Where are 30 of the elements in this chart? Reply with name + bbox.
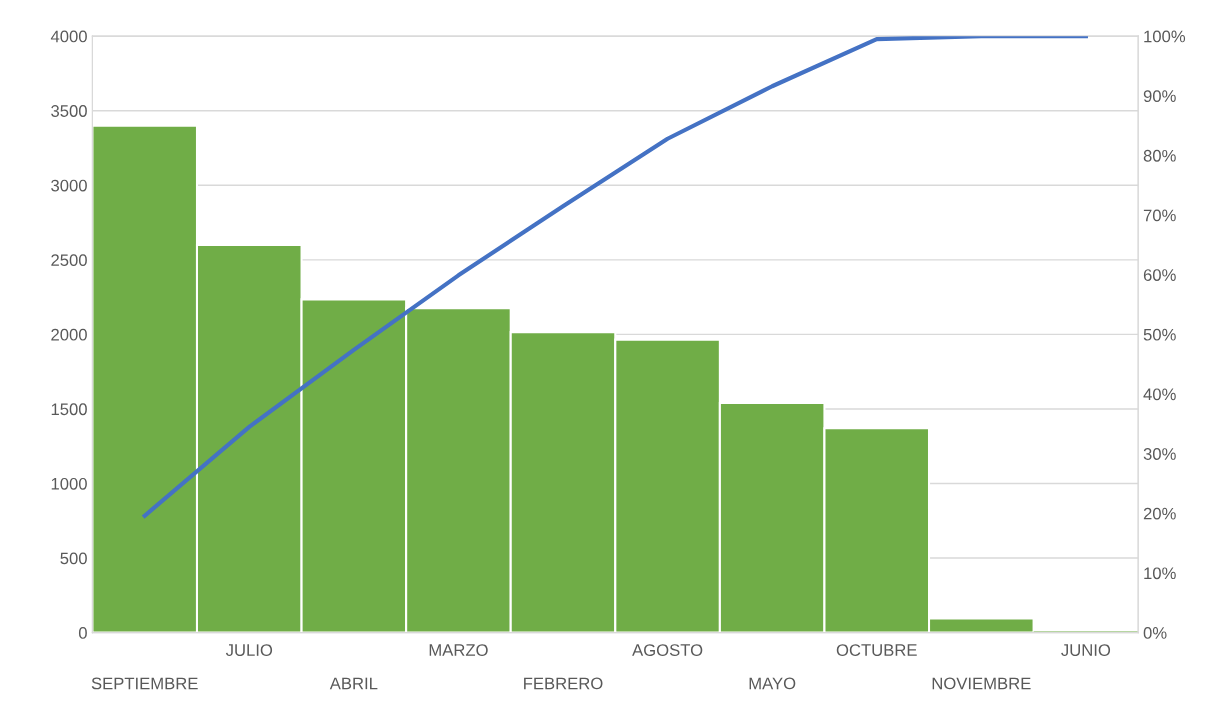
x-tick-label: MARZO	[429, 644, 488, 656]
y2-tick-label: 40%	[1143, 388, 1176, 401]
y2-tick-label: 100%	[1144, 30, 1186, 43]
x-tick-label: ABRIL	[329, 677, 378, 690]
y-tick-label: 500	[60, 552, 87, 565]
y-tick-label: 0	[78, 627, 87, 639]
y-tick-label: 2500	[51, 254, 87, 267]
y2-tick-label: 30%	[1143, 448, 1176, 460]
y2-tick-label: 10%	[1144, 567, 1176, 580]
x-tick-label: NOVIEMBRE	[932, 677, 1031, 690]
x-tick-label: AGOSTO	[632, 644, 703, 656]
y-tick-label: 1000	[51, 477, 87, 490]
x-tick-label: OCTUBRE	[836, 644, 917, 656]
y-tick-label: 4000	[50, 30, 87, 43]
x-tick-label: JULIO	[225, 644, 273, 656]
y2-tick-label: 80%	[1143, 149, 1176, 162]
x-tick-label: JUNIO	[1061, 644, 1111, 656]
y2-tick-label: 70%	[1143, 209, 1176, 222]
y2-tick-label: 50%	[1143, 328, 1176, 341]
y2-tick-label: 20%	[1143, 507, 1176, 520]
x-tick-label: SEPTIEMBRE	[91, 677, 198, 690]
y2-tick-label: 0%	[1143, 627, 1167, 639]
y-tick-label: 1500	[51, 403, 87, 416]
y-tick-label: 2000	[51, 328, 87, 341]
y2-tick-label: 60%	[1143, 269, 1176, 281]
y2-tick-label: 90%	[1143, 90, 1176, 102]
y-tick-label: 3000	[51, 179, 87, 192]
x-tick-label: FEBRERO	[524, 677, 603, 690]
x-tick-label: MAYO	[749, 677, 796, 690]
y-tick-label: 3500	[51, 105, 87, 117]
